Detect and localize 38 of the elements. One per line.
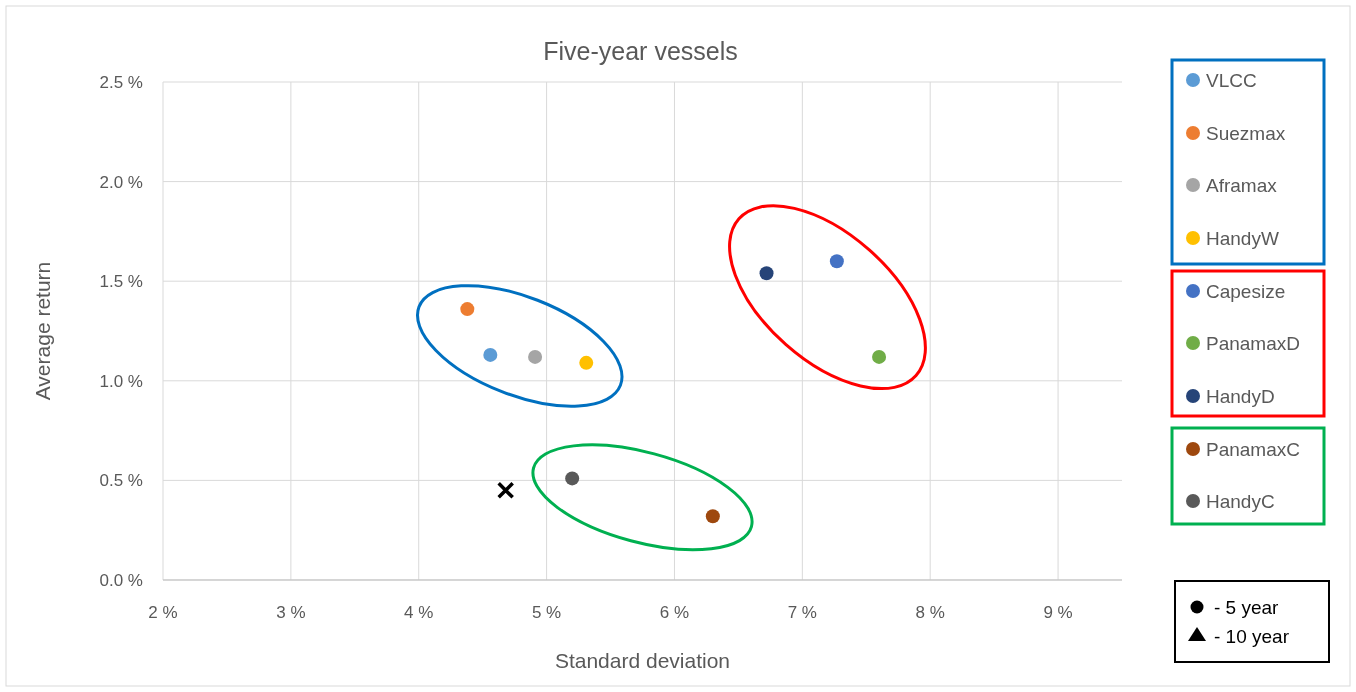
text: - 10 year [1214,626,1290,647]
point [872,349,887,364]
point [705,509,720,524]
legend-label: PanamaxD [1206,333,1300,354]
point [483,347,498,362]
legend-label: Suezmax [1206,123,1286,144]
y-tick-label: 0.0 % [99,571,143,590]
point [528,349,543,364]
chart-title: Five-year vessels [543,37,738,65]
legend-label: HandyC [1206,491,1275,512]
x-tick-label: 2 % [148,603,178,622]
x-tick-label: 3 % [276,603,306,622]
point [829,254,844,269]
legend-label: PanamaxC [1206,439,1300,460]
legend-label: Capesize [1206,281,1286,302]
y-tick-label: 2.5 % [99,73,143,92]
y-tick-label: 0.5 % [99,471,143,491]
text: - 5 year [1214,597,1280,618]
point [565,471,580,486]
y-tick-label: 2.0 % [99,172,143,192]
x-tick-label: 9 % [1043,603,1073,622]
x-tick-label: 6 % [659,603,690,622]
y-tick-label: 1.5 % [99,272,143,292]
x-tick-label: 5 % [531,603,562,622]
point [496,481,515,500]
legend-label: VLCC [1206,70,1257,91]
x-tick-label: 4 % [404,603,434,622]
x-axis-title: Standard deviation [554,649,731,672]
point [460,302,475,317]
legend-label: Aframax [1206,175,1278,196]
point [759,266,774,281]
x-tick-label: 7 % [787,603,817,622]
y-tick-label: 1.0 % [99,371,143,391]
x-tick-label: 8 % [915,603,945,622]
y-axis-title: Average return [31,261,54,401]
legend-label: HandyW [1206,228,1279,249]
legend-label: HandyD [1206,386,1275,407]
point [579,355,594,370]
